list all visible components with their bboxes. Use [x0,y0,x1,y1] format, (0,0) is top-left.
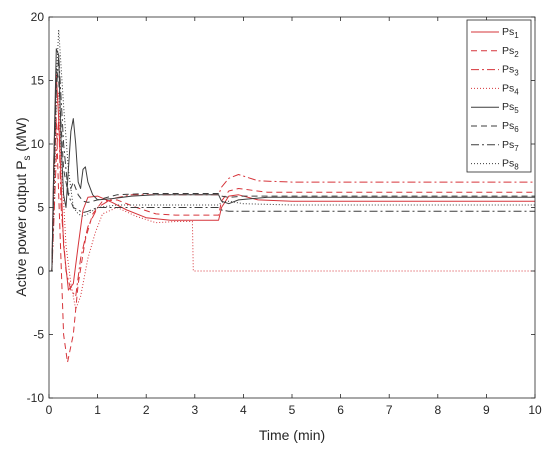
legend-label-ps-5: Ps5 [502,101,519,115]
plot-frame [48,16,536,399]
plot-background [49,17,535,398]
x-tick-label: 9 [483,403,490,417]
x-axis-label: Time (min) [259,427,325,443]
legend-box [466,19,532,173]
series-line-ps-8 [49,29,535,272]
series-line-ps-2 [49,118,535,363]
y-tick-label: 10 [31,137,45,151]
series-line-ps-4 [49,92,535,310]
x-tick-label: 0 [46,403,53,417]
y-tick-label: 5 [37,201,44,215]
x-tick-label: 8 [434,403,441,417]
legend-label-ps-2: Ps2 [502,45,519,59]
x-tick-label: 2 [143,403,150,417]
ticks-layer: 0 1 2 3 4 5 6 7 8 9 10 -10 -5 0 5 10 15 20 [27,10,542,417]
x-tick-label: 1 [94,403,101,417]
legend-label-ps-6: Ps6 [502,120,519,134]
legend-label-ps-3: Ps3 [502,64,519,78]
series-line-ps-3 [49,118,535,297]
y-tick-label: 0 [37,264,44,278]
y-axis-label-unit: (MW) [13,117,29,155]
series-layer [49,29,535,363]
y-tick-label: -10 [27,391,45,405]
y-tick-label: 20 [31,10,45,24]
x-tick-label: 6 [337,403,344,417]
x-tick-label: 4 [240,403,247,417]
series-line-ps-1 [49,73,535,291]
y-axis-label-main: Active power output P [13,160,29,296]
y-axis-label-subscript: s [22,155,33,160]
x-tick-label: 5 [289,403,296,417]
legend-label-ps-8: Ps8 [502,158,519,172]
legend: Ps1 Ps2 Ps3 Ps4 Ps5 Ps6 Ps7 Ps8 [466,19,532,173]
x-tick-label: 3 [191,403,198,417]
x-tick-label: 10 [528,403,542,417]
y-axis-label: Active power output Ps (MW) [13,117,33,296]
y-tick-label: 15 [31,74,45,88]
legend-label-ps-4: Ps4 [502,82,519,96]
series-line-ps-5 [49,48,535,272]
x-tick-label: 7 [386,403,393,417]
y-tick-label: -5 [33,328,44,342]
legend-label-ps-1: Ps1 [502,26,519,40]
legend-label-ps-7: Ps7 [502,139,519,153]
